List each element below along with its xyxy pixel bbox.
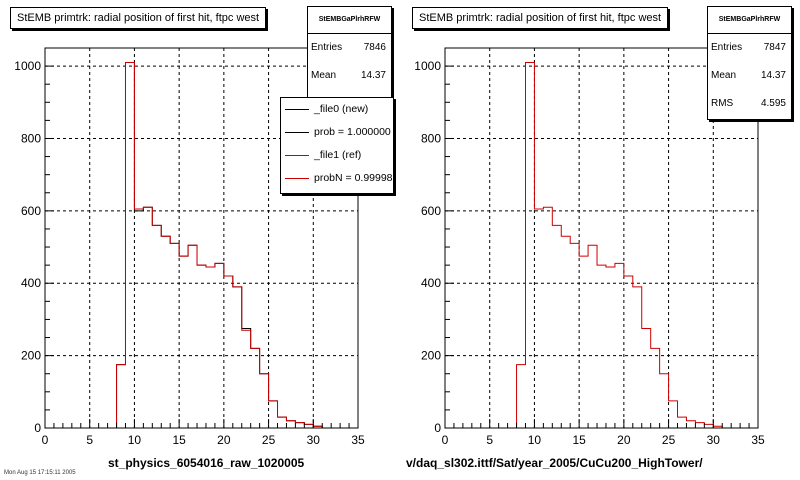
left-ytick-label-1000: 1000 xyxy=(14,59,41,73)
right-ytick-label-1000: 1000 xyxy=(414,59,441,73)
legend-line-prob xyxy=(285,132,309,133)
right-xtick-label-30: 30 xyxy=(707,433,721,447)
right-histogram-title: StEMB primtrk: radial position of first … xyxy=(412,7,669,29)
left-xtick-label-20: 20 xyxy=(217,433,231,447)
right-series-0-line xyxy=(445,61,758,429)
right-histogram-plot: 0 5 10 15 20 25 30 35 0 200 400 600 800 1000 xyxy=(414,47,765,447)
left-xtick-label-35: 35 xyxy=(351,433,365,447)
left-ytick-label-200: 200 xyxy=(21,349,41,363)
right-ytick-label-0: 0 xyxy=(434,421,441,435)
left-stats-mean-value: 14.37 xyxy=(360,70,386,81)
right-stats-rms-label: RMS xyxy=(711,98,734,109)
legend-entry-file1: _file1 (ref) xyxy=(281,144,393,167)
left-x-axis-caption: st_physics_6054016_raw_1020005 xyxy=(108,456,305,470)
legend-entry-probn: probN = 0.999989 xyxy=(281,167,393,190)
left-stats-entries-label: Entries xyxy=(311,42,343,53)
right-xtick-label-10: 10 xyxy=(528,433,542,447)
left-histogram-plot: 0 5 10 15 20 25 30 35 0 200 400 600 800 1000 xyxy=(14,47,365,447)
left-plot-frame xyxy=(44,47,359,429)
footer-timestamp: Mon Aug 15 17:15:11 2005 xyxy=(4,470,76,476)
right-stats-entries: Entries 7847 xyxy=(708,34,791,62)
left-legend: _file0 (new) prob = 1.000000 _file1 (ref… xyxy=(280,97,394,194)
right-x-axis-caption: v/daq_sl302.ittf/Sat/year_2005/CuCu200_H… xyxy=(406,456,703,470)
right-xtick-label-15: 15 xyxy=(572,433,586,447)
left-xtick-label-5: 5 xyxy=(86,433,93,447)
left-series-1-line xyxy=(45,61,358,429)
legend-entry-file0: _file0 (new) xyxy=(281,98,393,121)
left-xtick-label-30: 30 xyxy=(307,433,321,447)
right-stats-rms: RMS 4.595 xyxy=(708,90,791,118)
left-stats-mean-label: Mean xyxy=(311,70,337,81)
legend-line-file1 xyxy=(285,155,309,156)
left-ytick-label-600: 600 xyxy=(21,204,41,218)
left-ytick-label-0: 0 xyxy=(34,421,41,435)
right-xtick-label-0: 0 xyxy=(442,433,449,447)
right-title-text: StEMB primtrk: radial position of first … xyxy=(419,12,662,24)
left-xtick-label-15: 15 xyxy=(172,433,186,447)
left-xtick-label-25: 25 xyxy=(262,433,276,447)
right-stats-mean: Mean 14.37 xyxy=(708,62,791,90)
left-stats-box: StEMBGaPlrhRFW Entries 7846 Mean 14.37 xyxy=(307,6,392,98)
left-histogram-title: StEMB primtrk: radial position of first … xyxy=(10,7,267,29)
legend-entry-prob: prob = 1.000000 xyxy=(281,121,393,144)
right-xtick-label-25: 25 xyxy=(662,433,676,447)
left-stats-name: StEMBGaPlrhRFW xyxy=(308,7,391,34)
right-ytick-label-200: 200 xyxy=(421,349,441,363)
legend-label-file1: _file1 (ref) xyxy=(314,149,362,161)
left-ytick-label-800: 800 xyxy=(21,131,41,145)
right-xtick-label-35: 35 xyxy=(751,433,765,447)
left-stats-mean: Mean 14.37 xyxy=(308,62,391,90)
legend-line-file0 xyxy=(285,109,309,110)
right-stats-name: StEMBGaPlrhRFW xyxy=(708,7,791,34)
left-ytick-label-400: 400 xyxy=(21,276,41,290)
right-stats-box: StEMBGaPlrhRFW Entries 7847 Mean 14.37 R… xyxy=(707,6,792,120)
right-stats-entries-label: Entries xyxy=(711,42,743,53)
left-stats-entries: Entries 7846 xyxy=(308,34,391,62)
right-stats-rms-value: 4.595 xyxy=(760,98,786,109)
legend-line-probn xyxy=(285,178,309,179)
right-stats-entries-value: 7847 xyxy=(763,42,786,53)
left-title-text: StEMB primtrk: radial position of first … xyxy=(17,12,260,24)
right-stats-mean-value: 14.37 xyxy=(760,70,786,81)
right-stats-mean-label: Mean xyxy=(711,70,737,81)
left-xtick-label-10: 10 xyxy=(128,433,142,447)
left-xtick-label-0: 0 xyxy=(42,433,49,447)
right-ytick-label-400: 400 xyxy=(421,276,441,290)
right-ytick-label-800: 800 xyxy=(421,131,441,145)
legend-label-prob: prob = 1.000000 xyxy=(314,126,391,138)
legend-label-file0: _file0 (new) xyxy=(314,103,369,115)
right-plot-frame xyxy=(444,47,759,429)
right-xtick-label-5: 5 xyxy=(486,433,493,447)
right-ytick-label-600: 600 xyxy=(421,204,441,218)
legend-label-probn: probN = 0.999989 xyxy=(314,172,394,184)
right-xtick-label-20: 20 xyxy=(617,433,631,447)
left-stats-entries-value: 7846 xyxy=(363,42,386,53)
